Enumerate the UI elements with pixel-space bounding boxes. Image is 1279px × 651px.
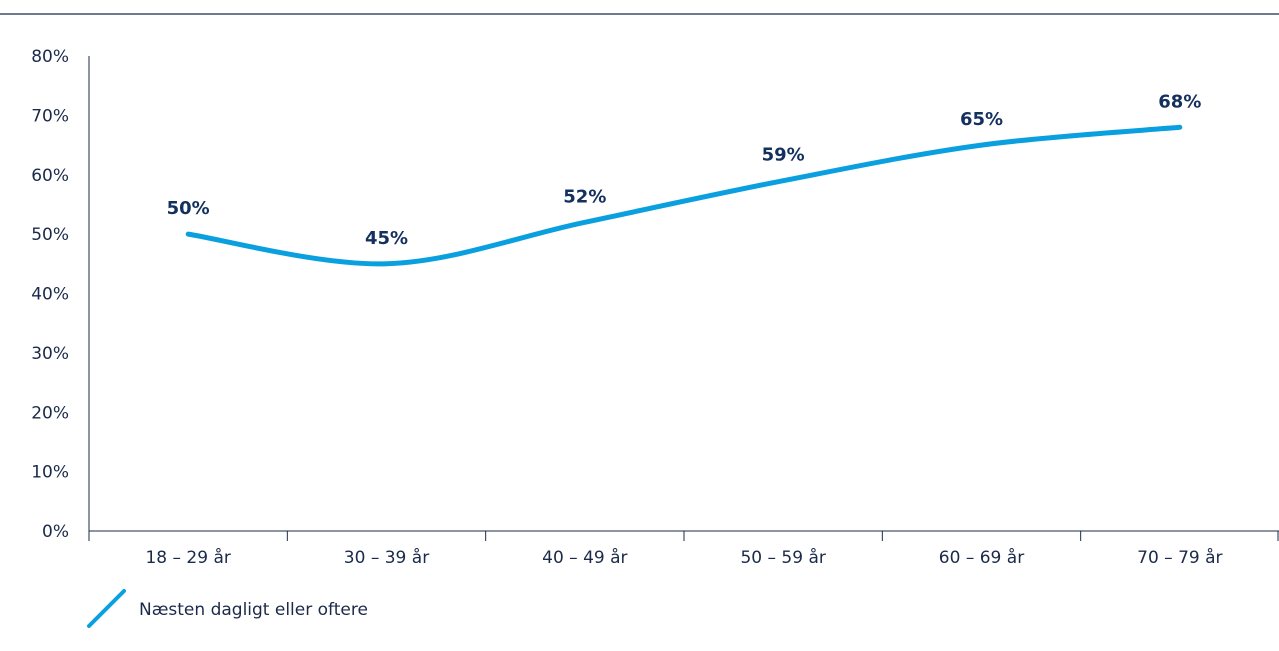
y-tick-label: 20% [31, 403, 69, 423]
series-group: 50% 45% 52% 59% 65% 68% [167, 91, 1201, 267]
y-tick-label: 70% [31, 106, 69, 126]
y-tick-label: 80% [31, 47, 69, 67]
y-tick-label: 40% [31, 285, 69, 305]
y-tick-label: 0% [42, 522, 69, 542]
data-label: 52% [563, 186, 606, 207]
y-tick-label: 60% [31, 166, 69, 186]
data-label: 65% [960, 109, 1003, 130]
y-tick-label: 10% [31, 463, 69, 483]
legend: Næsten dagligt eller oftere [87, 589, 368, 628]
x-tick-label: 60 – 69 år [939, 547, 1024, 568]
x-tick-label: 70 – 79 år [1137, 547, 1222, 568]
y-tick-label: 50% [31, 225, 69, 245]
series-line [185, 124, 1183, 267]
data-label: 45% [365, 228, 408, 249]
data-label: 59% [762, 145, 805, 166]
data-label: 50% [167, 198, 210, 219]
x-tick-label: 18 – 29 år [145, 547, 230, 568]
x-tick-label: 50 – 59 år [740, 547, 825, 568]
x-tick-label: 40 – 49 år [542, 547, 627, 568]
y-axis: 0% 10% 20% 30% 40% 50% 60% 70% 80% [31, 47, 90, 542]
legend-swatch [87, 589, 126, 628]
y-tick-label: 30% [31, 344, 69, 364]
legend-label: Næsten dagligt eller oftere [139, 600, 368, 620]
x-axis: 18 – 29 år 30 – 39 år 40 – 49 år 50 – 59 år… [88, 530, 1279, 568]
x-tick-label: 30 – 39 år [344, 547, 429, 568]
data-label: 68% [1158, 91, 1201, 112]
